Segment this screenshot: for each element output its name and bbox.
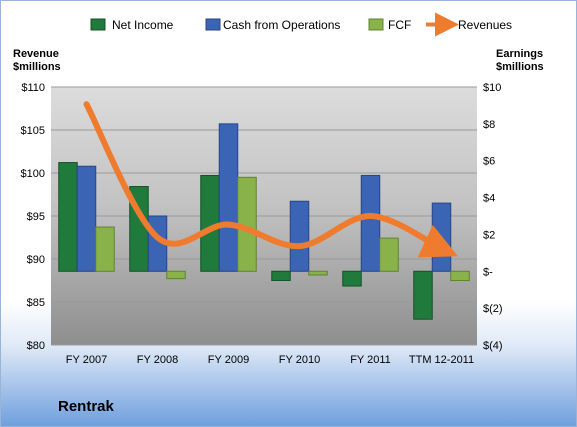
legend-swatch-fcf — [368, 18, 384, 31]
net-income-bar — [413, 270, 433, 320]
x-tick-label: FY 2010 — [279, 354, 320, 366]
right-tick-label: $4 — [483, 193, 495, 205]
left-tick-label: $100 — [21, 168, 45, 180]
right-tick-label: $(2) — [483, 303, 503, 315]
legend: Net Income Cash from Operations FCF Reve… — [90, 12, 512, 37]
right-tick-label: $- — [483, 266, 493, 278]
x-tick-label: FY 2011 — [350, 354, 391, 366]
right-tick-label: $(4) — [483, 340, 503, 352]
revenues-line — [83, 101, 458, 258]
x-tick-label: TTM 12-2011 — [409, 354, 474, 366]
left-axis-title-line1: Revenue — [13, 48, 59, 60]
net-income-bar — [342, 270, 362, 287]
gridlines — [51, 86, 477, 346]
bars — [58, 123, 470, 320]
right-tick-label: $6 — [483, 156, 495, 168]
right-axis-title-line2: $millions — [496, 61, 544, 73]
left-tick-label: $95 — [27, 211, 45, 223]
x-tick-label: FY 2007 — [66, 354, 107, 366]
legend-swatch-cash-from-operations — [205, 18, 221, 31]
fcf-bar — [379, 237, 399, 272]
cash-from-operations-bar — [289, 200, 310, 272]
left-axis-title-line2: $millions — [13, 61, 61, 73]
fcf-bar — [95, 226, 115, 272]
cash-from-operations-bar — [431, 202, 452, 272]
x-axis: FY 2007 FY 2008 FY 2009 FY 2010 FY 2011 TTM 1… — [66, 354, 474, 366]
net-income-bar — [58, 162, 78, 272]
left-axis: $80 $85 $90 $95 $100 $105 $110 — [21, 82, 45, 352]
fcf-bar — [308, 270, 328, 276]
left-tick-label: $90 — [27, 254, 45, 266]
x-tick-label: FY 2009 — [208, 354, 249, 366]
legend-label-cash-from-operations: Cash from Operations — [223, 18, 340, 32]
right-axis-title-line1: Earnings — [496, 48, 543, 60]
right-tick-label: $10 — [483, 82, 501, 94]
legend-label-fcf: FCF — [388, 18, 411, 32]
legend-swatch-net-income — [90, 18, 106, 31]
legend-label-revenues: Revenues — [458, 18, 512, 32]
cash-from-operations-bar — [218, 123, 239, 272]
cash-from-operations-bar — [360, 174, 381, 272]
x-tick-label: FY 2008 — [137, 354, 178, 366]
fcf-bar — [450, 270, 470, 281]
left-tick-label: $105 — [21, 125, 45, 137]
left-tick-label: $80 — [27, 340, 45, 352]
right-tick-label: $8 — [483, 119, 495, 131]
revenues-line-group — [83, 101, 458, 258]
cash-from-operations-bar — [76, 165, 97, 272]
right-axis: $(4) $(2) $- $2 $4 $6 $8 $10 — [483, 82, 503, 352]
fcf-bar — [166, 270, 186, 280]
left-tick-label: $110 — [21, 82, 45, 94]
right-tick-label: $2 — [483, 229, 495, 241]
company-name: Rentrak — [58, 398, 114, 415]
left-tick-label: $85 — [27, 297, 45, 309]
net-income-bar — [271, 270, 291, 281]
legend-label-net-income: Net Income — [112, 18, 174, 32]
